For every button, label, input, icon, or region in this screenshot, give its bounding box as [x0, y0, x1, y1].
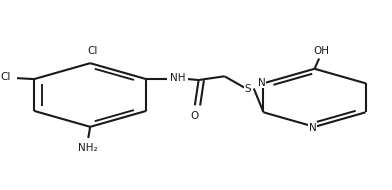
Text: Cl: Cl [0, 72, 11, 82]
Text: N: N [309, 123, 316, 133]
Text: N: N [258, 78, 265, 88]
Text: OH: OH [313, 46, 329, 56]
Text: Cl: Cl [88, 46, 98, 56]
Text: NH₂: NH₂ [78, 143, 98, 153]
Text: S: S [245, 84, 251, 94]
Text: O: O [191, 111, 199, 121]
Text: NH: NH [170, 73, 185, 83]
